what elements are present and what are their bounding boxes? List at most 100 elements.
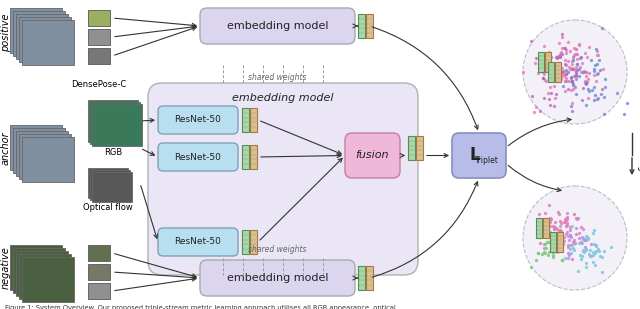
- Point: [548, 103, 559, 108]
- Point: [580, 260, 591, 265]
- Point: [575, 239, 586, 244]
- Point: [551, 78, 561, 83]
- Point: [557, 46, 567, 51]
- Point: [553, 247, 563, 252]
- Point: [553, 53, 563, 58]
- Point: [573, 241, 584, 246]
- Bar: [366, 266, 373, 290]
- Point: [559, 220, 569, 225]
- Point: [581, 248, 591, 253]
- Point: [596, 87, 607, 92]
- Point: [566, 75, 576, 80]
- Bar: [13, 128, 65, 173]
- Point: [572, 62, 582, 67]
- Point: [583, 96, 593, 101]
- Text: ResNet-50: ResNet-50: [175, 238, 221, 247]
- Point: [543, 253, 553, 258]
- Point: [581, 237, 591, 242]
- FancyBboxPatch shape: [158, 143, 238, 171]
- Circle shape: [523, 186, 627, 290]
- Point: [580, 69, 591, 74]
- Point: [544, 217, 554, 222]
- Text: Optical flow: Optical flow: [83, 203, 133, 212]
- Point: [549, 226, 559, 231]
- Point: [562, 223, 572, 228]
- Point: [580, 233, 591, 238]
- Point: [568, 55, 578, 60]
- Point: [572, 92, 582, 97]
- Point: [565, 66, 575, 71]
- Point: [568, 58, 579, 63]
- Point: [544, 240, 554, 245]
- Point: [556, 258, 566, 263]
- Point: [579, 81, 589, 86]
- Point: [580, 247, 591, 252]
- Point: [579, 68, 589, 73]
- Point: [534, 62, 544, 67]
- Point: [578, 226, 588, 231]
- Point: [543, 53, 554, 57]
- Point: [559, 89, 570, 94]
- Point: [555, 234, 565, 239]
- Point: [556, 237, 566, 242]
- Text: shared weights: shared weights: [248, 73, 307, 82]
- Point: [570, 68, 580, 73]
- Point: [541, 67, 551, 72]
- Point: [540, 43, 550, 48]
- Point: [567, 223, 577, 228]
- Point: [554, 233, 564, 238]
- Point: [600, 77, 611, 82]
- Point: [538, 72, 548, 77]
- Point: [543, 96, 554, 101]
- Point: [566, 242, 576, 247]
- Point: [543, 226, 554, 231]
- Bar: [242, 108, 249, 132]
- Point: [575, 64, 585, 69]
- Point: [589, 228, 599, 233]
- Point: [540, 251, 550, 256]
- Bar: [92, 104, 142, 146]
- Point: [592, 53, 602, 58]
- Point: [542, 219, 552, 224]
- Point: [558, 83, 568, 88]
- Point: [559, 235, 569, 240]
- Point: [561, 221, 572, 226]
- Point: [572, 57, 582, 61]
- Point: [554, 228, 564, 233]
- Point: [543, 59, 554, 64]
- Point: [589, 72, 600, 77]
- Point: [531, 105, 541, 110]
- Point: [571, 73, 581, 78]
- Point: [571, 46, 581, 51]
- Point: [586, 253, 596, 258]
- Point: [561, 68, 571, 73]
- Point: [531, 258, 541, 263]
- Point: [568, 241, 579, 246]
- Point: [544, 249, 554, 254]
- Bar: [250, 145, 257, 169]
- Point: [566, 58, 577, 63]
- Point: [550, 79, 561, 84]
- Point: [582, 54, 592, 59]
- Point: [554, 223, 564, 228]
- Text: Metric
Learning: Metric Learning: [636, 138, 640, 172]
- Point: [559, 46, 569, 51]
- Bar: [22, 20, 74, 65]
- Point: [572, 68, 582, 73]
- Point: [551, 239, 561, 243]
- Point: [545, 217, 556, 222]
- Point: [591, 46, 602, 51]
- Point: [537, 59, 547, 64]
- Point: [582, 76, 593, 81]
- Point: [560, 46, 570, 51]
- Point: [555, 54, 565, 59]
- Point: [568, 53, 579, 58]
- Bar: [88, 10, 110, 26]
- Point: [559, 238, 569, 243]
- Point: [591, 61, 602, 66]
- Point: [563, 245, 573, 250]
- Point: [545, 91, 556, 96]
- Point: [543, 64, 554, 69]
- Bar: [88, 29, 110, 45]
- Bar: [92, 172, 132, 202]
